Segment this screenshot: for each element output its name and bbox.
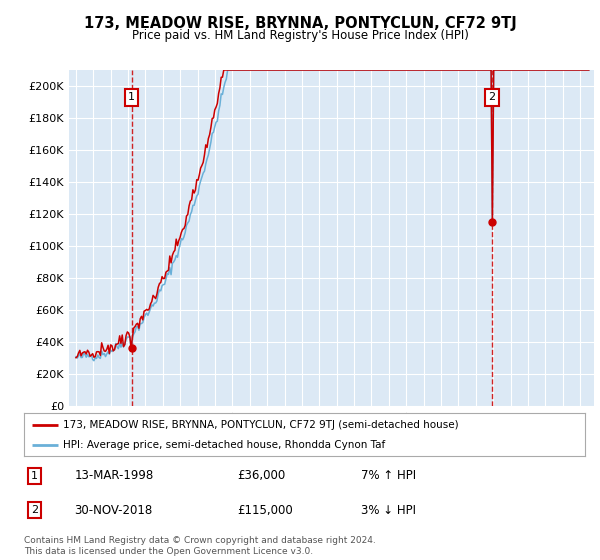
Text: 13-MAR-1998: 13-MAR-1998 bbox=[74, 469, 154, 482]
Text: 2: 2 bbox=[488, 92, 496, 102]
Text: HPI: Average price, semi-detached house, Rhondda Cynon Taf: HPI: Average price, semi-detached house,… bbox=[63, 440, 386, 450]
Text: 1: 1 bbox=[128, 92, 135, 102]
Text: 2: 2 bbox=[31, 505, 38, 515]
Text: £36,000: £36,000 bbox=[237, 469, 286, 482]
Text: Price paid vs. HM Land Registry's House Price Index (HPI): Price paid vs. HM Land Registry's House … bbox=[131, 29, 469, 42]
Text: 3% ↓ HPI: 3% ↓ HPI bbox=[361, 503, 416, 516]
Text: 173, MEADOW RISE, BRYNNA, PONTYCLUN, CF72 9TJ: 173, MEADOW RISE, BRYNNA, PONTYCLUN, CF7… bbox=[83, 16, 517, 31]
Text: 30-NOV-2018: 30-NOV-2018 bbox=[74, 503, 153, 516]
Text: Contains HM Land Registry data © Crown copyright and database right 2024.
This d: Contains HM Land Registry data © Crown c… bbox=[24, 536, 376, 556]
Text: 1: 1 bbox=[31, 471, 38, 481]
Text: 173, MEADOW RISE, BRYNNA, PONTYCLUN, CF72 9TJ (semi-detached house): 173, MEADOW RISE, BRYNNA, PONTYCLUN, CF7… bbox=[63, 419, 459, 430]
Text: £115,000: £115,000 bbox=[237, 503, 293, 516]
Text: 7% ↑ HPI: 7% ↑ HPI bbox=[361, 469, 416, 482]
